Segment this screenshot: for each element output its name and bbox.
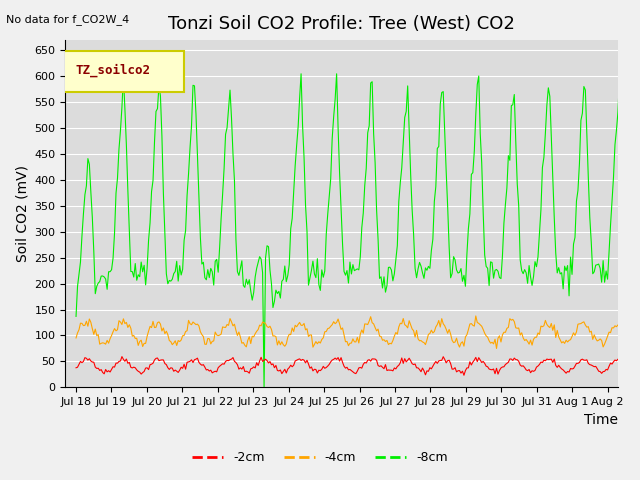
Text: No data for f_CO2W_4: No data for f_CO2W_4	[6, 14, 130, 25]
X-axis label: Time: Time	[584, 413, 618, 427]
Title: Tonzi Soil CO2 Profile: Tree (West) CO2: Tonzi Soil CO2 Profile: Tree (West) CO2	[168, 15, 515, 33]
FancyBboxPatch shape	[63, 50, 184, 92]
Text: TZ_soilco2: TZ_soilco2	[76, 64, 150, 77]
Legend: -2cm, -4cm, -8cm: -2cm, -4cm, -8cm	[187, 446, 453, 469]
Y-axis label: Soil CO2 (mV): Soil CO2 (mV)	[15, 165, 29, 262]
